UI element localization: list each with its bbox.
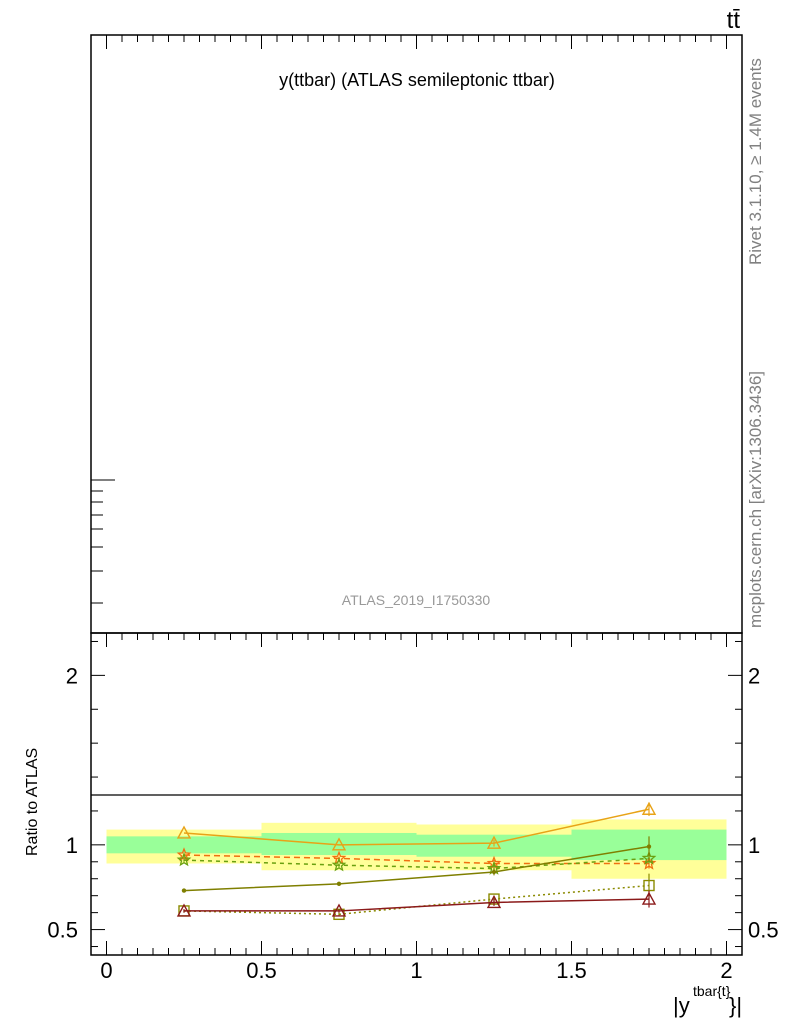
x-axis-label-main: |y: [673, 993, 690, 1018]
point-marker: [486, 835, 502, 849]
x-tick-label: 1.5: [556, 958, 587, 983]
point-marker: [176, 847, 192, 862]
band-inner-1: [261, 832, 417, 856]
series-5: [176, 890, 657, 917]
analysis-label: ATLAS_2019_I1750330: [342, 592, 491, 608]
ratio-panel: [90, 632, 743, 956]
process-label: tt̄: [727, 7, 741, 34]
series-line: [183, 845, 650, 892]
series-line: [183, 808, 650, 846]
point-marker: [331, 837, 347, 851]
main-panel: [90, 34, 743, 634]
side-label-top: Rivet 3.1.10, ≥ 1.4M events: [746, 58, 765, 265]
series-line: [183, 854, 649, 865]
series-4: [178, 873, 655, 921]
main-panel-ticks: [91, 35, 727, 604]
point-marker: [491, 869, 497, 875]
main-panel-frame: [90, 34, 743, 634]
point-marker: [643, 879, 655, 892]
x-axis-label-end: }|: [729, 993, 742, 1018]
point-marker: [336, 881, 342, 887]
x-tick-label: 0.5: [246, 958, 277, 983]
ratio-y-axis-label: Ratio to ATLAS: [24, 748, 41, 856]
point-marker: [641, 850, 657, 865]
series-line: [183, 857, 650, 870]
point-marker: [486, 895, 502, 909]
band-inner-0: [106, 836, 262, 854]
ratio-y-tick-label-right: 0.5: [748, 918, 779, 943]
point-marker: [176, 825, 192, 839]
point-marker: [641, 891, 657, 905]
x-tick-label: 0: [100, 958, 112, 983]
x-axis-label-sup: tbar{t}: [693, 983, 731, 999]
point-marker: [641, 801, 657, 815]
point-marker: [176, 852, 192, 867]
x-axis-label: |y tbar{t} }|: [673, 983, 742, 1018]
x-tick-label: 1: [410, 958, 422, 983]
ratio-y-tick-label-left: 1: [66, 833, 78, 858]
point-marker: [331, 857, 347, 872]
point-marker: [176, 903, 192, 917]
point-marker: [331, 903, 347, 917]
ratio-y-tick-label-left: 2: [66, 663, 78, 688]
series-layer: [176, 801, 657, 921]
point-marker: [181, 888, 187, 893]
ratio-y-tick-labels: 0.5 0.5 1 1 2 2: [47, 663, 778, 942]
series-line: [184, 898, 650, 912]
x-tick-labels: 0 0.5 1 1.5 2: [100, 958, 732, 983]
chart-title: y(ttbar) (ATLAS semileptonic ttbar): [279, 70, 555, 90]
point-marker: [641, 855, 657, 870]
side-label-bottom: mcplots.cern.ch [arXiv:1306.3436]: [746, 371, 765, 628]
ratio-y-tick-label-right: 2: [748, 663, 760, 688]
ratio-y-tick-label-right: 1: [748, 833, 760, 858]
point-marker: [646, 844, 652, 849]
x-tick-label: 2: [720, 958, 732, 983]
series-3: [181, 836, 652, 893]
series-0: [176, 801, 657, 851]
ratio-y-tick-label-left: 0.5: [47, 918, 78, 943]
ratio-panel-ticks: [91, 633, 742, 955]
